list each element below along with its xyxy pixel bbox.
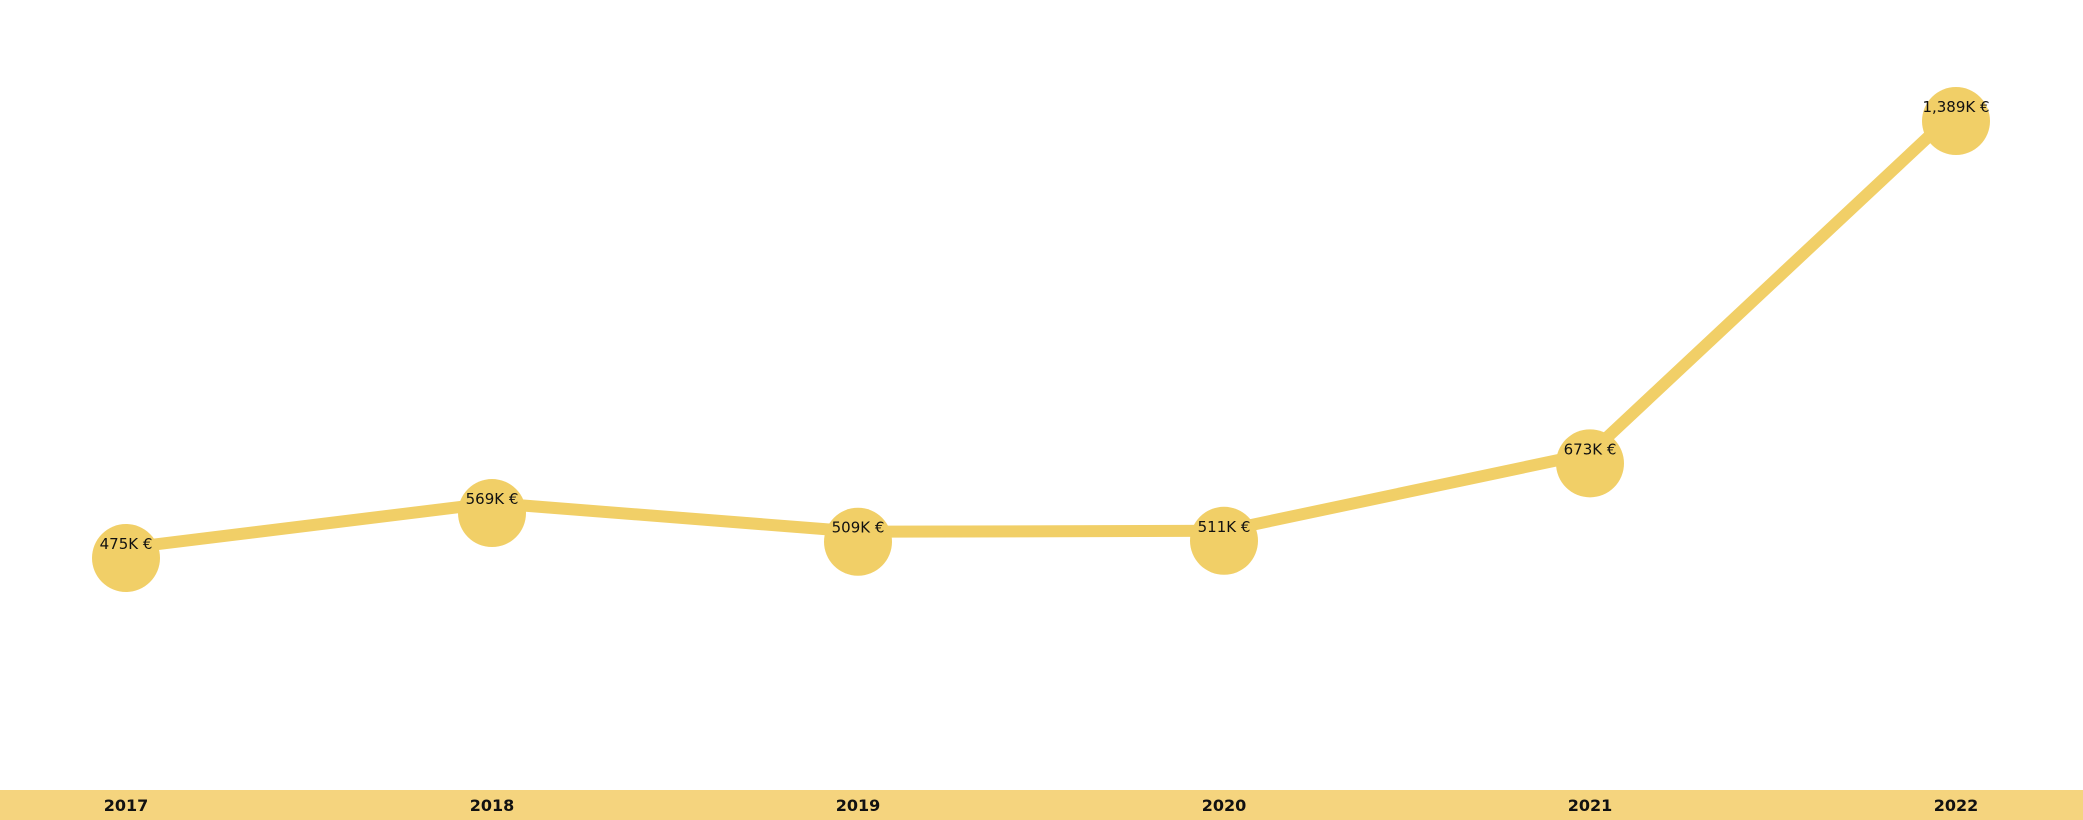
x-tick-label-2019: 2019 xyxy=(836,796,881,815)
data-label-2019: 509K € xyxy=(832,519,885,537)
data-label-2017: 475K € xyxy=(100,535,153,553)
data-label-2021: 673K € xyxy=(1564,440,1617,458)
x-tick-label-2020: 2020 xyxy=(1202,796,1247,815)
line-segment-2018-2019 xyxy=(486,497,864,538)
x-axis-band xyxy=(0,790,2083,820)
series-revenue: 475K € 569K € 509K € 511K € 673K € 1,389K € xyxy=(92,87,1990,592)
x-tick-label-2021: 2021 xyxy=(1568,796,1613,815)
line-segment-2021-2022 xyxy=(1584,105,1962,460)
data-point-2018 xyxy=(458,479,526,548)
data-label-2018: 569K € xyxy=(466,490,519,508)
data-point-2021 xyxy=(1556,429,1624,498)
x-axis-ticks: 2017 2018 2019 2020 2021 2022 xyxy=(104,796,1979,815)
x-tick-label-2018: 2018 xyxy=(470,796,515,815)
data-point-2017 xyxy=(92,524,160,592)
data-point-2019 xyxy=(824,507,892,576)
line-segment-2019-2020 xyxy=(852,524,1230,538)
data-label-2020: 511K € xyxy=(1198,518,1251,536)
x-tick-label-2017: 2017 xyxy=(104,796,149,815)
data-point-2022 xyxy=(1922,87,1990,156)
line-segment-2020-2021 xyxy=(1218,447,1596,537)
x-tick-label-2022: 2022 xyxy=(1934,796,1979,815)
data-point-2020 xyxy=(1190,506,1258,575)
data-label-2022: 1,389K € xyxy=(1922,98,1989,116)
line-segment-2017-2018 xyxy=(120,497,498,554)
